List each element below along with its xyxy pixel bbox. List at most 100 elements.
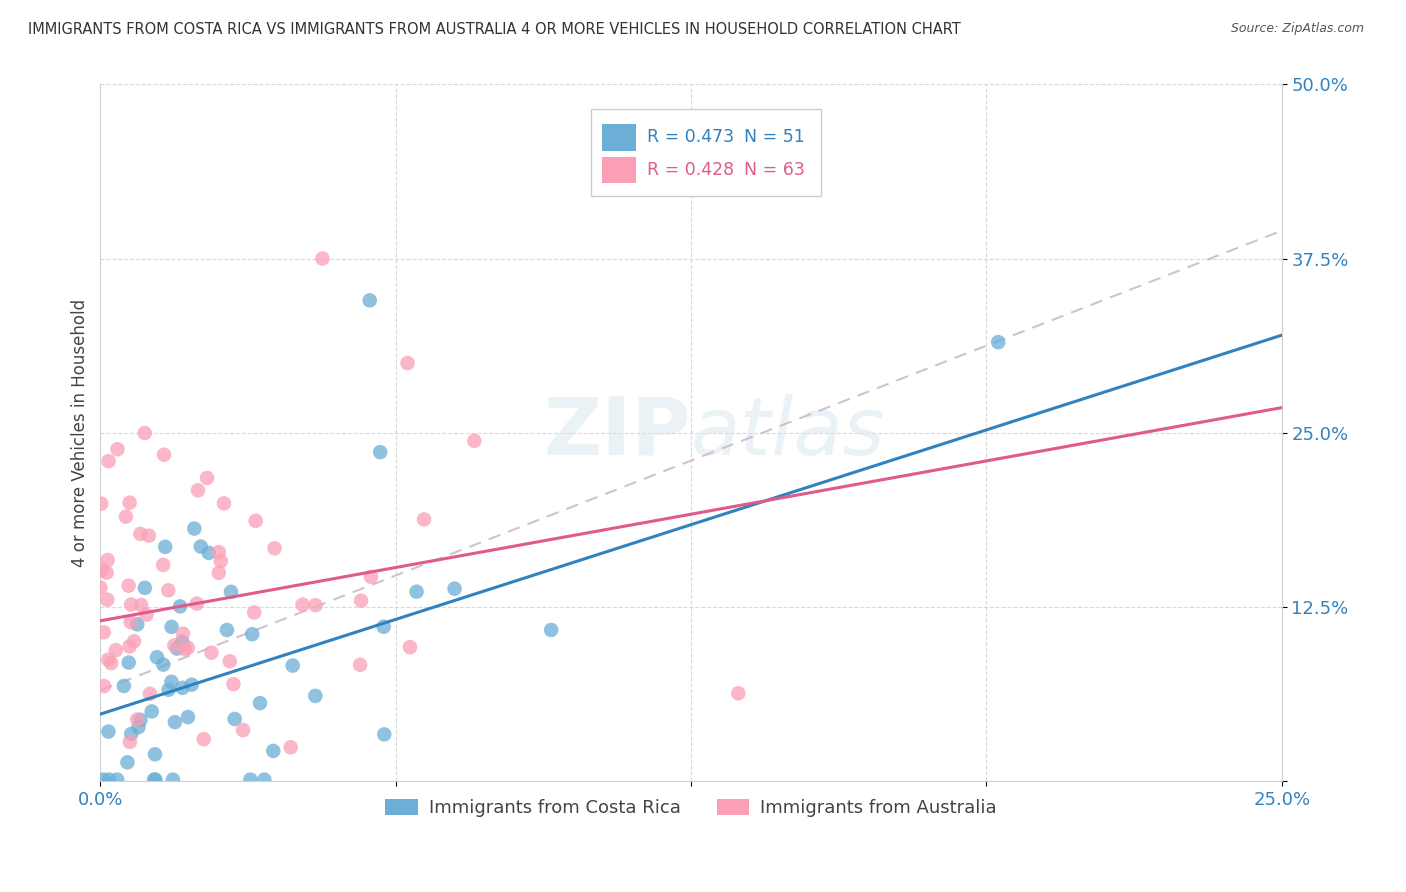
Point	[90, 497, 112, 511]
Point	[413, 512, 436, 526]
Point	[245, 514, 267, 528]
Point	[117, 579, 139, 593]
Point	[208, 545, 231, 559]
Point	[239, 772, 262, 787]
Point	[359, 293, 381, 308]
Point	[134, 425, 156, 440]
Point	[93, 625, 115, 640]
Point	[91, 772, 114, 787]
Point	[138, 529, 160, 543]
Text: R = 0.473: R = 0.473	[647, 128, 734, 146]
Point	[117, 756, 139, 770]
Point	[218, 654, 240, 668]
Point	[160, 674, 183, 689]
Point	[146, 650, 169, 665]
Point	[304, 689, 326, 703]
Point	[163, 639, 186, 653]
Point	[360, 570, 382, 584]
Point	[97, 652, 120, 666]
Point	[190, 540, 212, 554]
Point	[143, 772, 166, 787]
Point	[224, 712, 246, 726]
Text: atlas: atlas	[690, 393, 886, 472]
Point	[240, 627, 263, 641]
Point	[281, 658, 304, 673]
Point	[232, 723, 254, 737]
FancyBboxPatch shape	[602, 124, 636, 151]
Point	[197, 546, 219, 560]
Point	[127, 617, 149, 632]
Point	[180, 678, 202, 692]
Point	[107, 442, 129, 457]
Point	[169, 599, 191, 614]
Point	[172, 635, 194, 649]
Point	[373, 620, 395, 634]
Point	[153, 448, 176, 462]
Point	[163, 715, 186, 730]
Point	[93, 679, 115, 693]
Point	[727, 686, 749, 700]
Point	[249, 696, 271, 710]
Point	[139, 687, 162, 701]
Point	[174, 642, 197, 657]
Point	[399, 640, 422, 655]
Point	[208, 566, 231, 580]
Point	[177, 640, 200, 655]
Point	[98, 772, 121, 787]
Point	[540, 623, 562, 637]
Point	[193, 732, 215, 747]
Point	[145, 772, 167, 787]
Point	[463, 434, 485, 448]
Point	[187, 483, 209, 498]
Point	[222, 677, 245, 691]
Point	[253, 772, 276, 787]
Point	[129, 527, 152, 541]
Text: N = 63: N = 63	[744, 161, 806, 179]
Point	[373, 727, 395, 741]
Text: ZIP: ZIP	[544, 393, 690, 472]
Point	[90, 563, 112, 577]
Point	[368, 445, 391, 459]
Point	[143, 747, 166, 762]
Point	[105, 772, 128, 787]
Text: N = 51: N = 51	[744, 128, 806, 146]
Point	[127, 713, 149, 727]
Point	[405, 584, 427, 599]
Point	[97, 553, 120, 567]
Point	[153, 540, 176, 554]
Point	[120, 598, 142, 612]
Point	[118, 735, 141, 749]
Point	[987, 335, 1010, 350]
Legend: Immigrants from Costa Rica, Immigrants from Australia: Immigrants from Costa Rica, Immigrants f…	[378, 791, 1004, 824]
Point	[396, 356, 419, 370]
Point	[291, 598, 314, 612]
FancyBboxPatch shape	[602, 157, 636, 184]
Point	[162, 772, 184, 787]
Point	[118, 640, 141, 654]
Point	[186, 597, 208, 611]
Y-axis label: 4 or more Vehicles in Household: 4 or more Vehicles in Household	[72, 299, 89, 566]
Point	[129, 713, 152, 727]
FancyBboxPatch shape	[591, 109, 821, 196]
Point	[243, 606, 266, 620]
Point	[152, 558, 174, 572]
Point	[172, 626, 194, 640]
Point	[212, 496, 235, 510]
Point	[200, 646, 222, 660]
Point	[97, 724, 120, 739]
Point	[96, 592, 118, 607]
Point	[97, 454, 120, 468]
Point	[443, 582, 465, 596]
Point	[304, 598, 326, 612]
Point	[100, 656, 122, 670]
Point	[118, 495, 141, 509]
Text: IMMIGRANTS FROM COSTA RICA VS IMMIGRANTS FROM AUSTRALIA 4 OR MORE VEHICLES IN HO: IMMIGRANTS FROM COSTA RICA VS IMMIGRANTS…	[28, 22, 960, 37]
Point	[263, 541, 285, 556]
Point	[96, 566, 118, 580]
Point	[262, 744, 284, 758]
Point	[118, 656, 141, 670]
Point	[160, 620, 183, 634]
Point	[135, 607, 157, 622]
Point	[141, 705, 163, 719]
Point	[157, 682, 180, 697]
